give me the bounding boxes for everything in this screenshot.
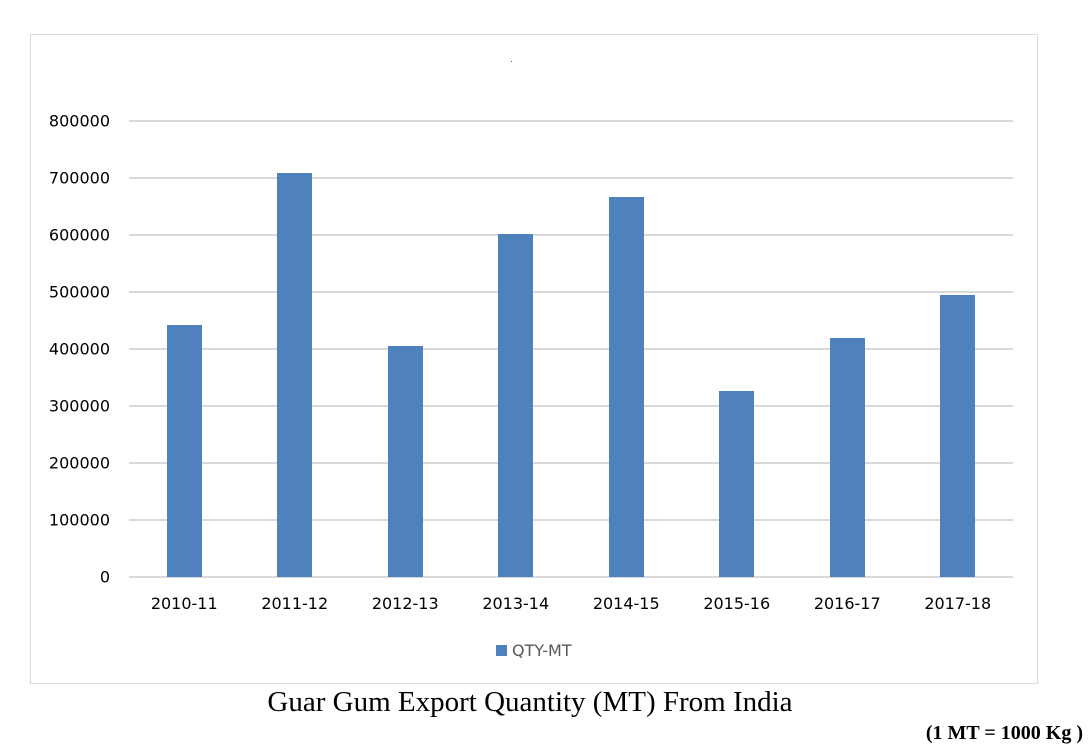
x-tick-label: 2012-13 <box>371 594 439 613</box>
gridline <box>129 462 1013 464</box>
legend-swatch <box>496 645 507 656</box>
gridline <box>129 405 1013 407</box>
gridline <box>129 177 1013 179</box>
x-tick-label: 2013-14 <box>482 594 550 613</box>
legend-label: QTY-MT <box>512 641 572 660</box>
gridline <box>129 291 1013 293</box>
y-tick-label: 500000 <box>48 282 110 302</box>
plot-area <box>129 120 1013 578</box>
gridline <box>129 348 1013 350</box>
bar-2014-15 <box>608 197 644 577</box>
y-tick-label: 700000 <box>48 168 110 188</box>
bar-2010-11 <box>166 325 202 577</box>
y-tick-label: 800000 <box>48 111 110 131</box>
bar-2013-14 <box>498 234 534 577</box>
x-tick-label: 2014-15 <box>592 594 660 613</box>
bar-2015-16 <box>719 391 755 577</box>
y-tick-label: 0 <box>99 567 110 587</box>
x-tick-label: 2010-11 <box>150 594 218 613</box>
x-tick-label: 2015-16 <box>703 594 771 613</box>
x-tick-label: 2017-18 <box>924 594 992 613</box>
x-tick-label: 2011-12 <box>261 594 329 613</box>
bar-2011-12 <box>277 172 313 577</box>
bar-2016-17 <box>829 337 865 577</box>
bar-2012-13 <box>387 345 423 577</box>
y-tick-label: 100000 <box>48 510 110 530</box>
y-tick-label: 200000 <box>48 453 110 473</box>
gridline <box>129 576 1013 578</box>
y-tick-label: 300000 <box>48 396 110 416</box>
x-tick-label: 2016-17 <box>813 594 881 613</box>
y-tick-label: 400000 <box>48 339 110 359</box>
chart-caption: Guar Gum Export Quantity (MT) From India <box>267 686 793 718</box>
gridline <box>129 234 1013 236</box>
y-tick-label: 600000 <box>48 225 110 245</box>
bar-2017-18 <box>940 295 976 577</box>
gridline <box>129 519 1013 521</box>
unit-note: (1 MT = 1000 Kg ) <box>925 722 1083 744</box>
gridline <box>129 120 1013 122</box>
legend: QTY-MT <box>496 641 572 660</box>
chart-title-placeholder <box>511 61 512 62</box>
